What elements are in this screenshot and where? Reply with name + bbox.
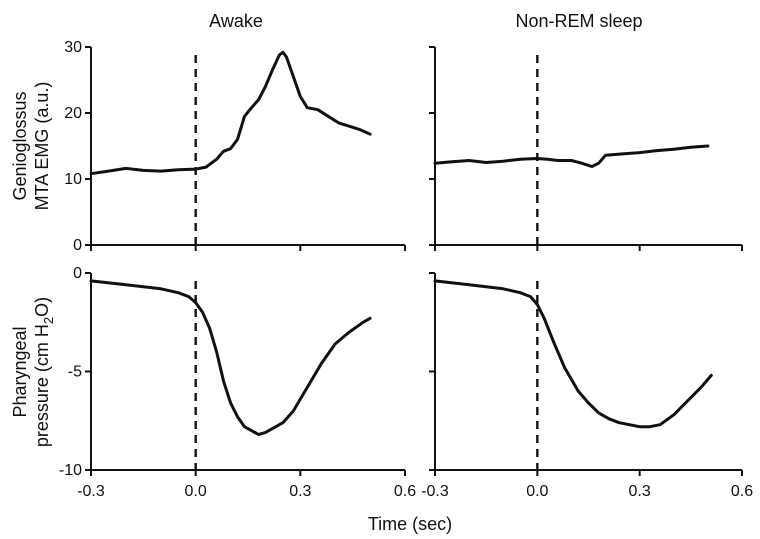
ylabel-bottom-line2: pressure (cm H2O) [32,297,56,447]
ylabel-bottom-post: O) [32,297,52,317]
x-tick-label: 0.0 [185,483,207,500]
col-title-awake: Awake [209,11,263,31]
series-line [89,50,372,176]
y-tick-label: 30 [64,39,82,56]
panel-bottom-left: 0 -5 -10 -0.3 0.0 0.3 0.6 [59,265,416,500]
x-tick-label: -0.3 [77,483,105,500]
x-tick-label: 0.0 [526,483,548,500]
ylabel-top-line2: MTA EMG (a.u.) [32,82,52,211]
ylabel-top-line1: Genioglossus [10,91,30,200]
panels-group: 0 10 20 30 0 -5 -10 -0.3 0.0 0.3 0.6 -0.3 0.0 0.3 0.6 [59,39,753,500]
series-line [433,279,713,429]
x-axis-label: Time (sec) [368,514,452,534]
y-tick-label: 0 [73,237,82,254]
y-tick-label: 10 [64,171,82,188]
ylabel-bottom-pre: pressure (cm H [32,324,52,447]
panel-top-left: 0 10 20 30 [64,39,406,254]
x-tick-label: 0.6 [394,483,416,500]
y-tick-label: -10 [59,462,82,479]
panel-top-right [429,46,743,251]
x-tick-label: 0.6 [731,483,753,500]
col-title-non-rem: Non-REM sleep [515,11,642,31]
series-line [89,279,372,436]
panel-bottom-right: -0.3 0.0 0.3 0.6 [421,272,753,500]
y-tick-label: 20 [64,105,82,122]
y-tick-label: -5 [68,364,82,381]
x-tick-label: 0.3 [629,483,651,500]
series-line [433,144,710,168]
y-tick-label: 0 [73,265,82,282]
ylabel-bottom-line1: Pharyngeal [10,326,30,417]
x-tick-label: 0.3 [289,483,311,500]
ylabel-bottom-subscript: 2 [41,317,56,324]
x-tick-label: -0.3 [421,483,449,500]
